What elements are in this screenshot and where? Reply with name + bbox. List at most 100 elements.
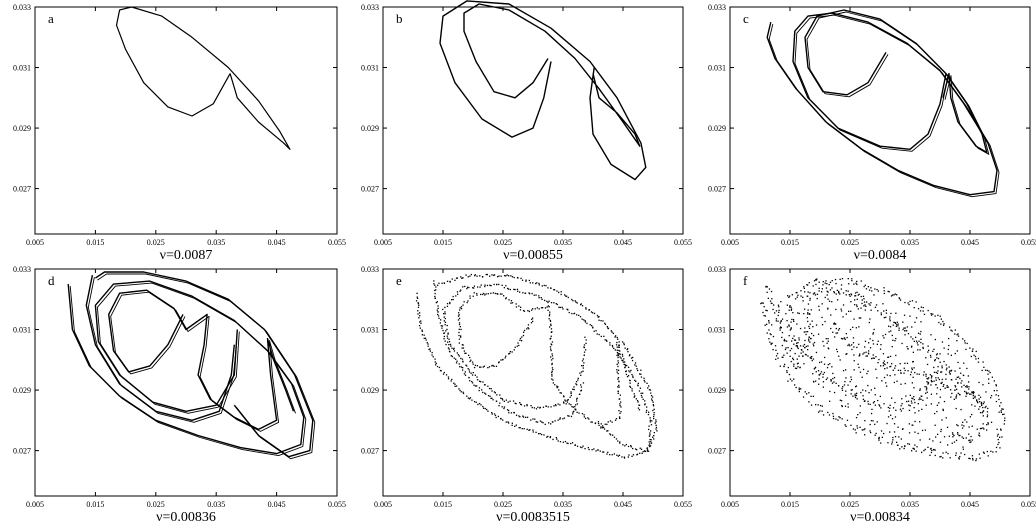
attractor-point bbox=[565, 403, 567, 405]
attractor-point bbox=[555, 303, 557, 305]
attractor-point bbox=[867, 403, 869, 405]
attractor-point bbox=[955, 378, 957, 380]
attractor-point bbox=[550, 423, 552, 425]
attractor-point bbox=[1000, 429, 1002, 431]
attractor-point bbox=[500, 397, 502, 399]
x-tick-label: 0.055 bbox=[328, 238, 346, 247]
attractor-point bbox=[819, 373, 822, 375]
attractor-point bbox=[507, 288, 510, 290]
attractor-point bbox=[927, 309, 929, 312]
attractor-point bbox=[556, 290, 558, 292]
attractor-point bbox=[984, 406, 986, 409]
attractor-point bbox=[551, 367, 554, 369]
attractor-point bbox=[906, 326, 908, 328]
attractor-point bbox=[858, 293, 860, 295]
attractor-point bbox=[547, 406, 549, 408]
attractor-point bbox=[893, 321, 895, 323]
nu-caption: ν=0.0084 bbox=[854, 248, 907, 263]
attractor-point bbox=[874, 387, 876, 389]
attractor-point bbox=[922, 347, 924, 350]
attractor-point bbox=[498, 283, 500, 286]
attractor-point bbox=[448, 341, 451, 343]
attractor-point bbox=[610, 330, 612, 332]
attractor-point bbox=[443, 335, 445, 338]
attractor-point bbox=[892, 439, 894, 441]
attractor-point bbox=[903, 367, 905, 369]
attractor-point bbox=[787, 295, 789, 297]
attractor-point bbox=[856, 305, 858, 308]
attractor-point bbox=[889, 366, 891, 368]
attractor-point bbox=[447, 332, 449, 334]
attractor-point bbox=[462, 369, 464, 371]
attractor-point bbox=[540, 297, 542, 299]
attractor-point bbox=[945, 378, 947, 380]
attractor-point bbox=[853, 354, 855, 356]
attractor-point bbox=[948, 344, 950, 347]
attractor-point bbox=[779, 365, 781, 367]
attractor-point bbox=[443, 338, 445, 340]
attractor-point bbox=[434, 289, 436, 292]
attractor-point bbox=[469, 360, 471, 363]
attractor-point bbox=[922, 346, 924, 349]
attractor-point bbox=[652, 405, 655, 407]
attractor-point bbox=[865, 390, 867, 392]
attractor-point bbox=[649, 445, 651, 448]
attractor-point bbox=[435, 289, 437, 291]
attractor-point bbox=[966, 393, 968, 395]
y-tick-label: 0.031 bbox=[361, 64, 379, 73]
attractor-point bbox=[922, 399, 924, 401]
attractor-point bbox=[626, 376, 629, 378]
attractor-point bbox=[811, 355, 813, 358]
attractor-point bbox=[845, 294, 847, 296]
attractor-point bbox=[491, 397, 493, 399]
attractor-point bbox=[800, 295, 802, 297]
attractor-point bbox=[872, 333, 874, 335]
attractor-point bbox=[476, 376, 478, 378]
attractor-point bbox=[559, 418, 561, 420]
attractor-point bbox=[611, 421, 613, 423]
attractor-point bbox=[514, 402, 516, 404]
attractor-point bbox=[827, 298, 829, 300]
attractor-point bbox=[580, 384, 582, 386]
attractor-point bbox=[648, 428, 650, 431]
y-tick-label: 0.029 bbox=[708, 386, 726, 395]
attractor-point bbox=[907, 333, 910, 335]
attractor-point bbox=[649, 445, 652, 447]
attractor-point bbox=[833, 292, 836, 294]
attractor-point bbox=[630, 369, 632, 372]
attractor-point bbox=[453, 350, 456, 352]
attractor-point bbox=[810, 309, 812, 311]
attractor-point bbox=[998, 441, 1000, 444]
attractor-point bbox=[560, 291, 562, 293]
attractor-point bbox=[980, 427, 983, 430]
attractor-point bbox=[644, 404, 646, 406]
attractor-point bbox=[646, 409, 648, 412]
attractor-point bbox=[509, 400, 511, 402]
panel-letter: c bbox=[743, 11, 749, 26]
attractor-point bbox=[603, 428, 606, 430]
attractor-point bbox=[557, 386, 559, 388]
attractor-point bbox=[467, 397, 469, 399]
attractor-point bbox=[954, 385, 956, 387]
attractor-point bbox=[652, 404, 654, 406]
attractor-point bbox=[891, 294, 894, 296]
attractor-point bbox=[883, 403, 885, 405]
attractor-point bbox=[875, 368, 877, 370]
attractor-point bbox=[985, 391, 987, 393]
attractor-point bbox=[444, 306, 446, 309]
attractor-point bbox=[935, 371, 937, 374]
attractor-point bbox=[780, 327, 782, 329]
attractor-point bbox=[938, 321, 940, 324]
attractor-point bbox=[564, 440, 567, 443]
attractor-point bbox=[987, 423, 989, 425]
attractor-point bbox=[532, 317, 534, 319]
attractor-point bbox=[523, 329, 526, 332]
panel-letter: b bbox=[396, 11, 403, 26]
attractor-point bbox=[569, 396, 571, 398]
attractor-point bbox=[809, 357, 811, 359]
attractor-point bbox=[929, 454, 931, 456]
attractor-point bbox=[464, 285, 466, 288]
attractor-point bbox=[997, 443, 999, 446]
attractor-point bbox=[458, 363, 460, 365]
attractor-point bbox=[940, 382, 942, 384]
